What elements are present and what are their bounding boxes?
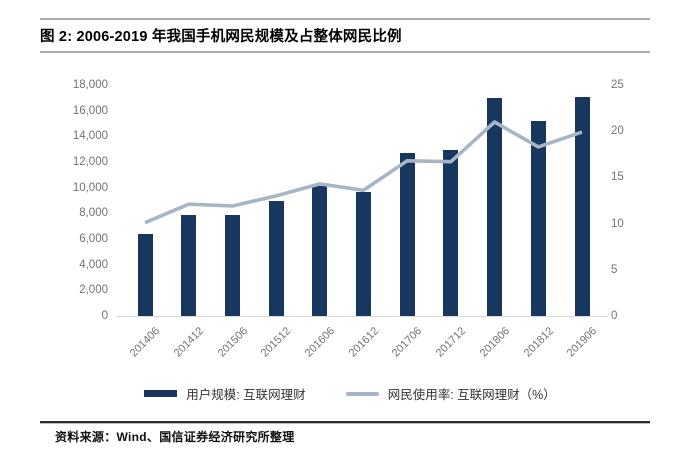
left-axis-tick: 8,000: [79, 207, 108, 220]
right-axis-tick: 25: [611, 79, 624, 91]
legend-label: 网民使用率: 互联网理财（%）: [387, 388, 556, 402]
title-divider: [40, 51, 650, 53]
x-axis-label: 201612: [346, 325, 381, 360]
x-axis-label: 201712: [433, 325, 469, 360]
x-axis-label: 201606: [302, 325, 338, 360]
left-axis-tick: 0: [101, 310, 108, 322]
x-axis-line: [116, 316, 608, 317]
left-axis-tick: 4,000: [79, 258, 108, 271]
figure-title: 图 2: 2006-2019 年我国手机网民规模及占整体网民比例: [40, 29, 402, 45]
chart-area: 0 2,000 4,000 6,000 8,000 10,000 12,000 14,000 1…: [0, 60, 700, 415]
left-axis-tick: 2,000: [79, 284, 108, 297]
x-axis-label: 201806: [477, 325, 513, 360]
x-axis-label: 201812: [521, 325, 556, 360]
source-note: 资料来源：Wind、国信证券经济研究所整理: [55, 430, 295, 444]
footer-divider: [40, 421, 650, 424]
bar-201906: [574, 97, 590, 316]
x-axis-label: 201706: [390, 325, 425, 360]
bar-201706: [399, 153, 415, 316]
right-axis-tick: 20: [611, 125, 624, 138]
bar-201606: [312, 185, 328, 316]
x-axis-label: 201906: [565, 325, 600, 360]
left-axis-tick: 12,000: [72, 156, 108, 168]
bar-201506: [224, 214, 240, 316]
right-axis-tick: 0: [611, 310, 618, 322]
legend-item: 用户规模: 互联网理财: [144, 384, 306, 403]
top-divider: [40, 18, 650, 20]
bar-201612: [356, 191, 371, 316]
right-axis-tick: 5: [611, 263, 618, 276]
bar-201812: [530, 120, 546, 316]
right-axis-tick: 15: [611, 171, 624, 184]
bar-201406: [137, 233, 153, 316]
right-axis-tick: 10: [611, 217, 624, 230]
x-axis-label: 201412: [171, 325, 207, 360]
left-axis-tick: 6,000: [79, 233, 108, 245]
left-axis-tick: 16,000: [72, 104, 108, 117]
bar-201806: [487, 98, 503, 316]
left-axis-tick: 10,000: [72, 181, 108, 194]
x-axis-label: 201506: [215, 325, 250, 360]
x-axis-label: 201512: [259, 325, 294, 360]
legend-bar-swatch: [144, 390, 178, 397]
chart-legend: 用户规模: 互联网理财 网民使用率: 互联网理财（%）: [0, 384, 700, 403]
x-axis-label: 201406: [128, 325, 163, 360]
legend-item: 网民使用率: 互联网理财（%）: [345, 384, 556, 403]
legend-label: 用户规模: 互联网理财: [186, 388, 306, 402]
bar-201712: [443, 149, 459, 316]
legend-line-swatch: [345, 391, 379, 396]
bar-201512: [268, 200, 284, 316]
left-axis-tick: 18,000: [72, 79, 108, 91]
bar-201412: [181, 214, 197, 316]
left-axis-tick: 14,000: [72, 130, 108, 143]
